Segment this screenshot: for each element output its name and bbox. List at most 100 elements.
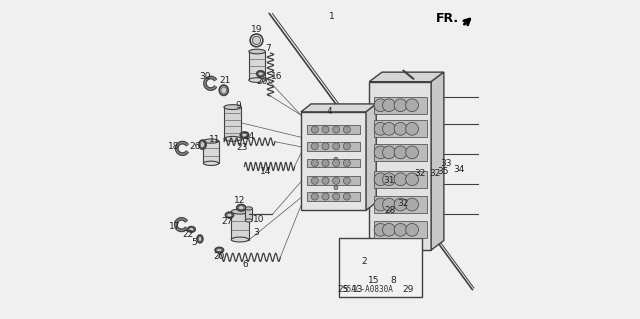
- Circle shape: [343, 160, 350, 167]
- Polygon shape: [175, 218, 188, 232]
- Circle shape: [322, 126, 329, 133]
- Circle shape: [383, 173, 396, 186]
- Text: 20: 20: [213, 252, 225, 261]
- Circle shape: [374, 146, 387, 159]
- Circle shape: [383, 198, 396, 211]
- Circle shape: [406, 261, 417, 271]
- Circle shape: [394, 173, 407, 186]
- Circle shape: [406, 198, 419, 211]
- Ellipse shape: [221, 87, 227, 93]
- Ellipse shape: [249, 78, 266, 82]
- Circle shape: [311, 177, 318, 184]
- Text: 34: 34: [453, 165, 465, 174]
- Circle shape: [311, 193, 318, 200]
- Ellipse shape: [362, 276, 372, 278]
- Circle shape: [406, 173, 419, 186]
- Text: 4: 4: [326, 107, 332, 116]
- Bar: [307, 176, 360, 185]
- Bar: [374, 120, 427, 137]
- Text: 18: 18: [168, 142, 179, 151]
- Circle shape: [311, 160, 318, 167]
- Circle shape: [311, 126, 318, 133]
- Circle shape: [374, 122, 387, 135]
- Text: 2: 2: [361, 257, 367, 266]
- Text: 11: 11: [209, 135, 220, 144]
- Bar: [204, 141, 219, 163]
- Ellipse shape: [227, 213, 232, 217]
- Text: 15: 15: [368, 276, 380, 285]
- Text: 31: 31: [383, 176, 395, 185]
- Ellipse shape: [204, 161, 219, 166]
- Text: 23: 23: [237, 143, 248, 152]
- Circle shape: [333, 143, 340, 150]
- Text: 1: 1: [329, 12, 335, 21]
- Bar: [374, 144, 427, 161]
- Circle shape: [311, 143, 318, 150]
- Bar: [249, 51, 266, 80]
- Circle shape: [383, 223, 396, 236]
- Bar: [362, 259, 372, 277]
- Text: 32: 32: [429, 169, 441, 178]
- Ellipse shape: [231, 237, 249, 242]
- Polygon shape: [366, 104, 376, 210]
- Circle shape: [394, 146, 407, 159]
- Text: 14: 14: [260, 167, 272, 176]
- Ellipse shape: [258, 72, 263, 76]
- Bar: [245, 208, 252, 220]
- Circle shape: [343, 143, 350, 150]
- Circle shape: [343, 193, 350, 200]
- Bar: [231, 211, 249, 240]
- Text: 29: 29: [403, 285, 414, 293]
- Circle shape: [322, 177, 329, 184]
- Circle shape: [495, 95, 499, 99]
- Circle shape: [406, 122, 419, 135]
- Circle shape: [406, 223, 419, 236]
- Text: 6: 6: [243, 260, 248, 270]
- Ellipse shape: [189, 228, 194, 231]
- Text: 16: 16: [271, 72, 283, 81]
- Circle shape: [322, 193, 329, 200]
- Circle shape: [383, 99, 396, 112]
- Bar: [374, 171, 427, 188]
- Ellipse shape: [242, 133, 247, 137]
- Ellipse shape: [245, 207, 252, 210]
- Ellipse shape: [345, 251, 358, 255]
- Bar: [339, 238, 422, 297]
- Bar: [307, 192, 360, 201]
- Bar: [369, 82, 431, 250]
- Ellipse shape: [231, 209, 249, 214]
- Ellipse shape: [204, 139, 219, 143]
- Text: 12: 12: [234, 196, 246, 205]
- Bar: [345, 253, 358, 277]
- Circle shape: [343, 126, 350, 133]
- Text: 33: 33: [441, 159, 452, 168]
- Ellipse shape: [198, 236, 202, 241]
- Circle shape: [333, 126, 340, 133]
- Circle shape: [490, 182, 495, 186]
- Text: 8: 8: [390, 276, 396, 285]
- Polygon shape: [175, 141, 188, 155]
- Text: 20: 20: [257, 77, 268, 86]
- Circle shape: [343, 177, 350, 184]
- Circle shape: [333, 193, 340, 200]
- Polygon shape: [369, 72, 444, 82]
- Ellipse shape: [362, 258, 372, 261]
- Text: 26: 26: [190, 142, 201, 151]
- Circle shape: [406, 146, 419, 159]
- Circle shape: [492, 152, 496, 156]
- Text: 17: 17: [169, 222, 180, 231]
- Ellipse shape: [217, 249, 222, 252]
- Circle shape: [493, 122, 498, 126]
- Circle shape: [322, 160, 329, 167]
- Text: 30: 30: [199, 72, 211, 81]
- Circle shape: [333, 160, 340, 167]
- Circle shape: [374, 223, 387, 236]
- Text: 32: 32: [414, 169, 426, 178]
- Ellipse shape: [200, 142, 205, 147]
- Bar: [307, 142, 360, 151]
- Text: 13: 13: [352, 285, 364, 294]
- Text: 35: 35: [438, 167, 449, 176]
- Bar: [224, 107, 241, 139]
- Text: 27: 27: [221, 217, 233, 226]
- Ellipse shape: [224, 137, 241, 141]
